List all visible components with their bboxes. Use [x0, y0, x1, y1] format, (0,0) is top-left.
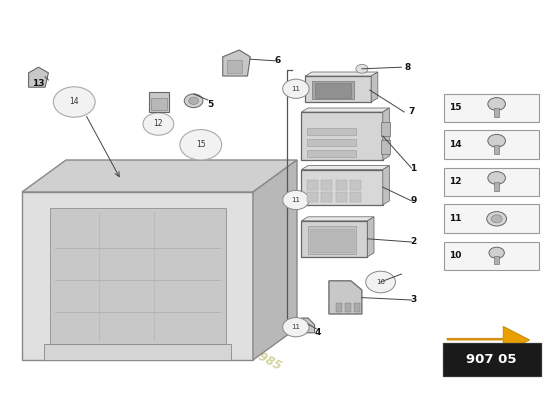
- Text: 10: 10: [376, 279, 385, 285]
- Text: 14: 14: [69, 98, 79, 106]
- Circle shape: [356, 64, 368, 73]
- Text: 13: 13: [32, 80, 45, 88]
- Polygon shape: [22, 192, 253, 360]
- Bar: [307, 128, 356, 135]
- Polygon shape: [223, 50, 250, 76]
- Bar: [307, 192, 318, 202]
- Bar: [444, 130, 539, 159]
- Polygon shape: [367, 217, 374, 257]
- Circle shape: [488, 134, 505, 147]
- Text: 15: 15: [196, 140, 206, 149]
- Bar: [354, 303, 360, 312]
- Circle shape: [491, 215, 502, 223]
- Polygon shape: [305, 72, 378, 76]
- Polygon shape: [301, 166, 389, 170]
- Bar: [381, 122, 390, 136]
- Text: 11: 11: [449, 214, 461, 223]
- Text: 11: 11: [292, 197, 300, 203]
- Bar: [301, 221, 367, 257]
- Bar: [444, 204, 539, 233]
- Circle shape: [184, 94, 203, 108]
- Bar: [494, 108, 499, 117]
- Bar: [307, 139, 356, 146]
- Bar: [301, 112, 383, 160]
- Circle shape: [489, 247, 504, 258]
- Bar: [336, 303, 342, 312]
- Bar: [307, 150, 356, 157]
- Polygon shape: [383, 108, 389, 160]
- Circle shape: [189, 97, 199, 104]
- Bar: [308, 226, 356, 254]
- Circle shape: [488, 98, 505, 110]
- Bar: [336, 192, 346, 202]
- Bar: [148, 92, 169, 112]
- Text: 1: 1: [410, 164, 417, 172]
- Polygon shape: [301, 217, 374, 221]
- Bar: [494, 256, 499, 264]
- Circle shape: [283, 190, 309, 210]
- Polygon shape: [253, 160, 297, 360]
- Text: 3: 3: [410, 296, 417, 304]
- Text: 12: 12: [449, 178, 461, 186]
- Bar: [310, 229, 354, 252]
- Bar: [443, 343, 541, 376]
- Bar: [44, 344, 231, 360]
- Circle shape: [143, 113, 174, 135]
- Circle shape: [180, 130, 222, 160]
- Polygon shape: [371, 72, 378, 102]
- Bar: [444, 242, 539, 270]
- Text: 15: 15: [449, 104, 461, 112]
- Bar: [494, 145, 499, 154]
- Text: 4: 4: [315, 328, 321, 337]
- Text: 11: 11: [292, 324, 300, 330]
- Bar: [444, 168, 539, 196]
- Text: 5: 5: [207, 100, 213, 109]
- Text: 7: 7: [408, 108, 415, 116]
- Polygon shape: [50, 208, 225, 344]
- Bar: [444, 94, 539, 122]
- Bar: [494, 182, 499, 191]
- Text: a passion for parts since 1985: a passion for parts since 1985: [101, 267, 284, 373]
- Bar: [151, 98, 167, 110]
- Bar: [321, 180, 332, 190]
- Circle shape: [488, 172, 505, 184]
- Polygon shape: [383, 166, 389, 205]
- Bar: [350, 192, 361, 202]
- Text: 6: 6: [274, 56, 281, 65]
- Bar: [381, 140, 390, 154]
- Bar: [305, 76, 371, 102]
- Bar: [312, 81, 354, 99]
- Text: 10: 10: [449, 252, 461, 260]
- Bar: [350, 180, 361, 190]
- Circle shape: [366, 271, 395, 293]
- Polygon shape: [301, 318, 315, 333]
- Text: 2: 2: [410, 238, 417, 246]
- Polygon shape: [329, 281, 362, 314]
- Text: 907 05: 907 05: [466, 353, 517, 366]
- Bar: [307, 180, 318, 190]
- Text: 11: 11: [292, 86, 300, 92]
- Bar: [315, 83, 351, 98]
- Polygon shape: [447, 326, 530, 352]
- Text: 9: 9: [410, 196, 417, 205]
- Bar: [227, 60, 242, 73]
- Bar: [345, 303, 351, 312]
- Text: 12: 12: [153, 120, 163, 128]
- Circle shape: [283, 79, 309, 98]
- Circle shape: [53, 87, 95, 117]
- Polygon shape: [29, 67, 48, 87]
- Text: 14: 14: [449, 140, 461, 149]
- Circle shape: [487, 212, 507, 226]
- Bar: [321, 192, 332, 202]
- Polygon shape: [22, 160, 297, 192]
- Circle shape: [283, 318, 309, 337]
- Polygon shape: [301, 108, 389, 112]
- Bar: [301, 170, 383, 205]
- Text: 8: 8: [405, 63, 411, 72]
- Bar: [336, 180, 346, 190]
